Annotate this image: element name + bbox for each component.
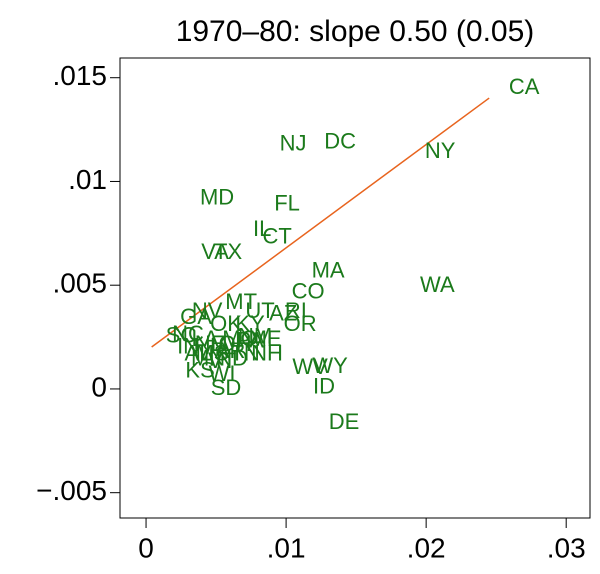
point-label: VT xyxy=(208,348,236,373)
point-label: MD xyxy=(200,185,234,210)
y-tick-label: .015 xyxy=(53,60,108,91)
point-label: WY xyxy=(312,353,348,378)
point-label: NC xyxy=(172,321,204,346)
point-label: VA xyxy=(201,239,229,264)
y-tick-label: .01 xyxy=(68,164,107,195)
point-label: DC xyxy=(324,129,356,154)
point-label: OR xyxy=(284,311,317,336)
point-label: IN xyxy=(177,334,199,359)
point-label: AL xyxy=(185,341,212,366)
point-label: MS xyxy=(196,341,229,366)
point-label: NM xyxy=(238,324,272,349)
point-label: WI xyxy=(209,361,236,386)
point-label: AZ xyxy=(269,301,297,326)
point-label: TX xyxy=(214,239,242,264)
point-label: MT xyxy=(225,289,257,314)
x-tick-label: .02 xyxy=(407,532,446,563)
point-label: UT xyxy=(245,298,274,323)
point-label: NY xyxy=(425,138,456,163)
point-label: DE xyxy=(329,409,360,434)
point-label: CO xyxy=(292,279,325,304)
point-label: SD xyxy=(211,375,242,400)
point-label: TN xyxy=(230,341,259,366)
point-label: ID xyxy=(313,374,335,399)
point-label: CT xyxy=(262,224,291,249)
point-label: RI xyxy=(285,298,307,323)
y-tick-label: 0 xyxy=(91,371,107,402)
point-label: NE xyxy=(195,331,226,356)
point-label: GA xyxy=(180,304,212,329)
chart-title: 1970–80: slope 0.50 (0.05) xyxy=(176,15,535,48)
fit-line xyxy=(151,97,490,348)
point-label: NV xyxy=(192,298,223,323)
point-label: MN xyxy=(191,346,225,371)
point-label: KS xyxy=(185,358,214,383)
point-label: NH xyxy=(251,341,283,366)
x-tick-label: .03 xyxy=(547,532,586,563)
point-label: IA xyxy=(210,334,231,359)
point-label: ND xyxy=(216,346,248,371)
point-label: OH xyxy=(219,331,252,356)
point-label: KY xyxy=(235,311,265,336)
point-label: MO xyxy=(222,326,257,351)
plot-frame xyxy=(119,57,591,519)
y-tick-label: −.005 xyxy=(36,475,107,506)
point-label: PA xyxy=(236,328,264,353)
point-label: AR xyxy=(215,338,246,363)
point-label: LA xyxy=(192,326,219,351)
x-tick-label: .01 xyxy=(267,532,306,563)
point-label: FL xyxy=(274,191,300,216)
x-tick-label: 0 xyxy=(138,532,154,563)
point-label: MA xyxy=(312,258,345,283)
point-label: WA xyxy=(420,272,455,297)
y-tick-label: .005 xyxy=(53,268,108,299)
point-label: WV xyxy=(292,354,328,379)
point-label: CA xyxy=(509,74,540,99)
point-label: OK xyxy=(210,311,242,336)
point-label: IL xyxy=(253,216,271,241)
point-label: SC xyxy=(166,323,197,348)
point-label: NJ xyxy=(280,131,307,156)
point-label: ME xyxy=(249,326,282,351)
